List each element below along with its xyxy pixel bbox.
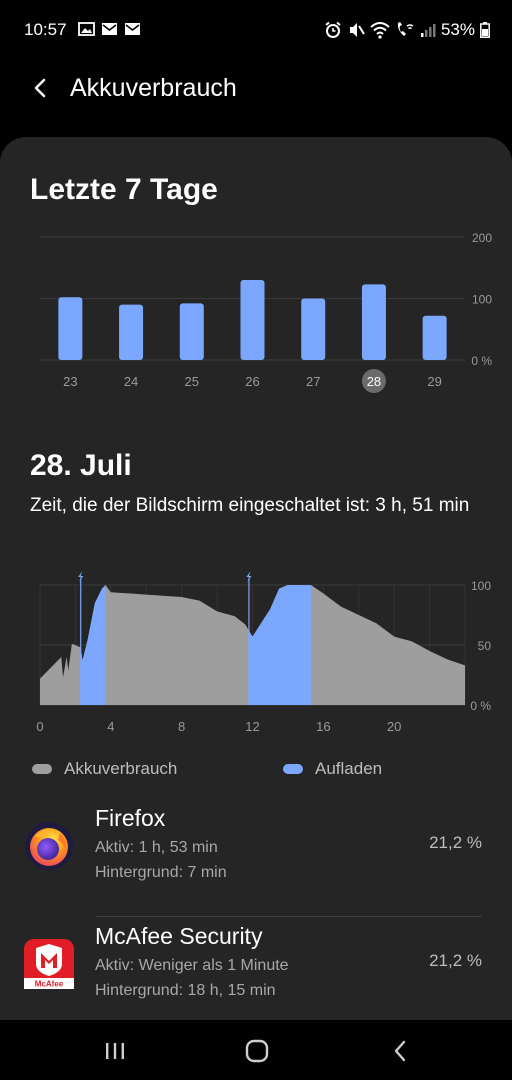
bar — [301, 298, 326, 360]
app-name: McAfee Security — [95, 923, 263, 949]
status-bar: 10:57 53% — [0, 0, 512, 62]
firefox-icon — [25, 822, 73, 870]
legend-charging-label: Aufladen — [315, 759, 383, 778]
x-tick-label: 0 — [36, 719, 43, 734]
row-divider — [95, 916, 482, 917]
x-tick-label: 4 — [107, 719, 114, 734]
app-active-time: Aktiv: 1 h, 53 min — [95, 839, 218, 856]
status-time: 10:57 — [24, 20, 67, 39]
week-bar-chart: 200 100 0 % 23 24 25 26 27 28 29 — [40, 231, 492, 393]
lightning-icon — [246, 571, 252, 582]
x-tick-label: 16 — [316, 719, 330, 734]
selected-day-marker — [361, 369, 386, 393]
x-tick-label: 8 — [178, 719, 185, 734]
app-usage-percent: 21,2 % — [429, 833, 482, 852]
day-battery-chart: 100 50 0 % 0 4 8 12 16 20 — [36, 571, 492, 734]
x-tick-label: 12 — [245, 719, 259, 734]
notification-icons — [78, 22, 141, 36]
app-active-time: Aktiv: Weniger als 1 Minute — [95, 957, 289, 974]
bar — [422, 315, 447, 360]
legend-charging-swatch — [283, 764, 303, 774]
x-tick-label: 27 — [306, 374, 320, 389]
lightning-icon — [78, 571, 84, 582]
app-usage-percent: 21,2 % — [429, 951, 482, 970]
x-tick-label: 25 — [185, 374, 199, 389]
mute-icon — [349, 23, 365, 37]
bar — [179, 303, 204, 360]
back-icon[interactable] — [386, 1036, 416, 1066]
legend-usage-label: Akkuverbrauch — [64, 759, 178, 778]
y-tick-label: 50 — [478, 639, 492, 653]
x-tick-label: 26 — [245, 374, 259, 389]
legend-charging: Aufladen — [283, 759, 382, 779]
y-tick-label: 0 % — [471, 354, 492, 368]
image-icon — [78, 22, 95, 36]
system-icons: 53% — [324, 20, 490, 40]
charging-area — [80, 585, 106, 705]
wifi-icon — [370, 22, 390, 39]
x-tick-label: 23 — [63, 374, 77, 389]
mcafee-icon: McAfee — [24, 939, 74, 989]
x-tick-label: 29 — [427, 374, 441, 389]
y-tick-label: 100 — [471, 579, 491, 593]
mail-icon — [125, 23, 140, 35]
battery-icon — [480, 22, 490, 38]
y-tick-label: 200 — [472, 231, 492, 245]
app-background-time: Hintergrund: 7 min — [95, 864, 227, 881]
mail-icon — [102, 23, 117, 35]
navigation-bar — [0, 1020, 512, 1080]
home-icon[interactable] — [242, 1036, 272, 1066]
chart-legend: Akkuverbrauch Aufladen — [0, 759, 512, 783]
app-background-time: Hintergrund: 18 h, 15 min — [95, 982, 276, 999]
recent-apps-icon[interactable] — [100, 1036, 130, 1066]
x-tick-label: 28 — [367, 374, 381, 389]
day-section-title: 28. Juli — [30, 449, 132, 482]
legend-usage: Akkuverbrauch — [32, 759, 177, 779]
legend-usage-swatch — [32, 764, 52, 774]
y-tick-label: 0 % — [470, 699, 491, 713]
back-arrow-icon[interactable] — [26, 74, 56, 104]
bar — [361, 284, 386, 360]
x-tick-label: 20 — [387, 719, 401, 734]
bar — [119, 304, 144, 360]
signal-icon — [420, 24, 436, 37]
page-title: Akkuverbrauch — [70, 74, 237, 102]
y-tick-label: 100 — [472, 293, 492, 307]
app-bar: Akkuverbrauch — [0, 62, 512, 118]
bar — [240, 280, 265, 360]
bar — [58, 297, 83, 360]
x-tick-label: 24 — [124, 374, 138, 389]
wifi-call-icon — [397, 22, 414, 36]
week-section-title: Letzte 7 Tage — [30, 173, 218, 206]
app-row-firefox[interactable]: Firefox Aktiv: 1 h, 53 min Hintergrund: … — [0, 799, 512, 917]
mcafee-icon-label: McAfee — [35, 980, 64, 989]
app-row-mcafee[interactable]: McAfee McAfee Security Aktiv: Weniger al… — [0, 917, 512, 1035]
battery-percent: 53% — [440, 20, 475, 39]
alarm-icon — [325, 21, 341, 38]
screen-time-text: Zeit, die der Bildschirm eingeschaltet i… — [30, 495, 470, 516]
app-name: Firefox — [95, 805, 166, 831]
charging-area — [248, 585, 311, 705]
battery-usage-card: Letzte 7 Tage 200 100 0 % 23 24 25 26 27 28 29 28… — [0, 137, 512, 1037]
